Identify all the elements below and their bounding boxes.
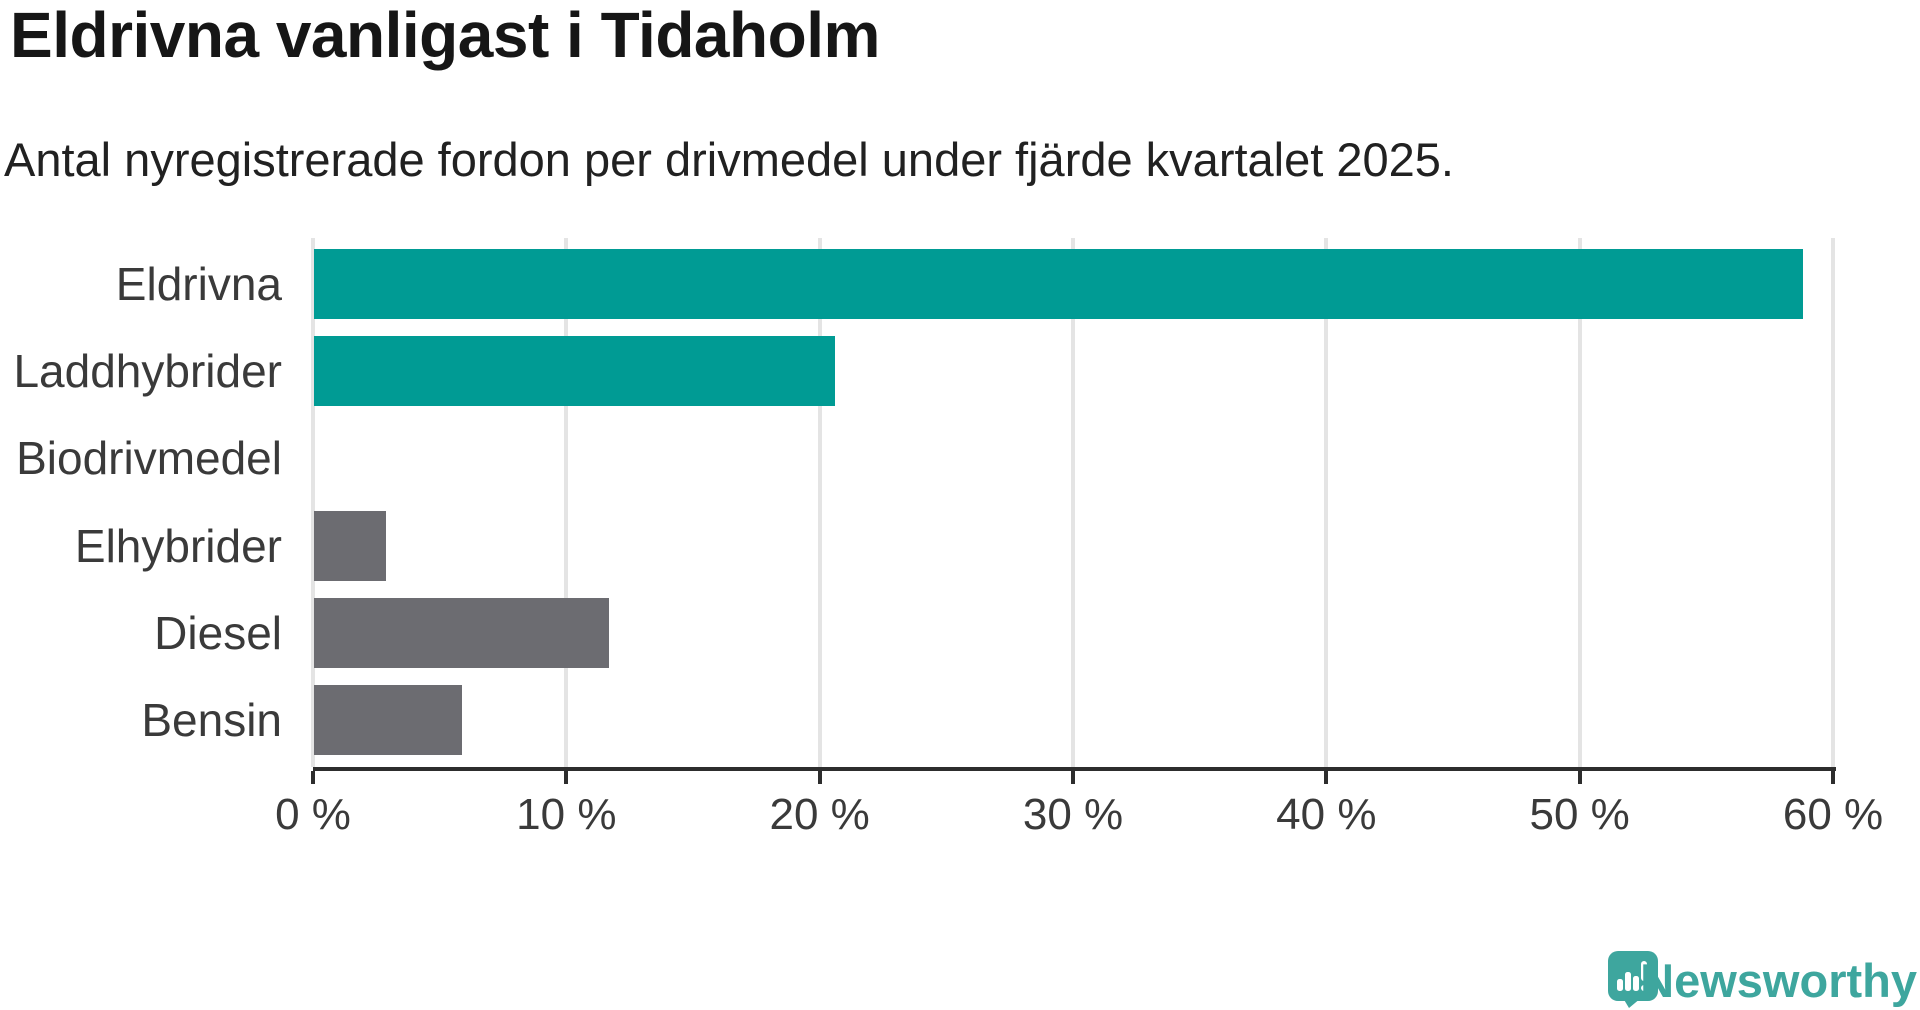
axis-tick-label: 50 %: [1529, 790, 1630, 839]
bar: [314, 249, 1803, 319]
axis-tick: [564, 771, 569, 784]
gridline: [564, 238, 569, 767]
axis-tick: [311, 771, 315, 784]
gridline: [1324, 238, 1329, 767]
axis-tick: [1577, 771, 1582, 784]
axis-tick-label: 60 %: [1782, 790, 1884, 839]
newsworthy-logo-icon: [1608, 951, 1658, 1008]
gridline: [1831, 238, 1835, 767]
category-label: Laddhybrider: [13, 345, 282, 398]
chart-title: Eldrivna vanligast i Tidaholm: [10, 0, 880, 71]
bar: [314, 510, 387, 581]
gridline: [1071, 238, 1075, 767]
x-axis-line: [313, 767, 1836, 771]
gridline: [311, 238, 315, 767]
category-label: Elhybrider: [74, 519, 282, 572]
axis-tick: [1071, 771, 1075, 784]
bar: [314, 685, 463, 755]
axis-tick-label: 10 %: [516, 790, 617, 839]
axis-tick-label: 20 %: [769, 790, 870, 839]
bar: [314, 597, 610, 668]
axis-tick: [1831, 771, 1835, 784]
category-label: Bensin: [141, 694, 282, 746]
category-label: Diesel: [154, 606, 282, 659]
gridline: [1577, 238, 1582, 767]
axis-tick: [1324, 771, 1329, 784]
bar: [314, 336, 835, 407]
axis-tick-label: 0 %: [275, 790, 351, 839]
axis-tick: [817, 771, 822, 784]
chart-subtitle: Antal nyregistrerade fordon per drivmede…: [4, 133, 1454, 186]
category-label: Eldrivna: [115, 258, 282, 310]
category-label: Biodrivmedel: [16, 432, 282, 485]
gridline: [817, 238, 822, 767]
axis-tick-label: 30 %: [1022, 790, 1124, 839]
axis-tick-label: 40 %: [1276, 790, 1377, 839]
newsworthy-logo-text: Newsworthy: [1640, 954, 1917, 1007]
